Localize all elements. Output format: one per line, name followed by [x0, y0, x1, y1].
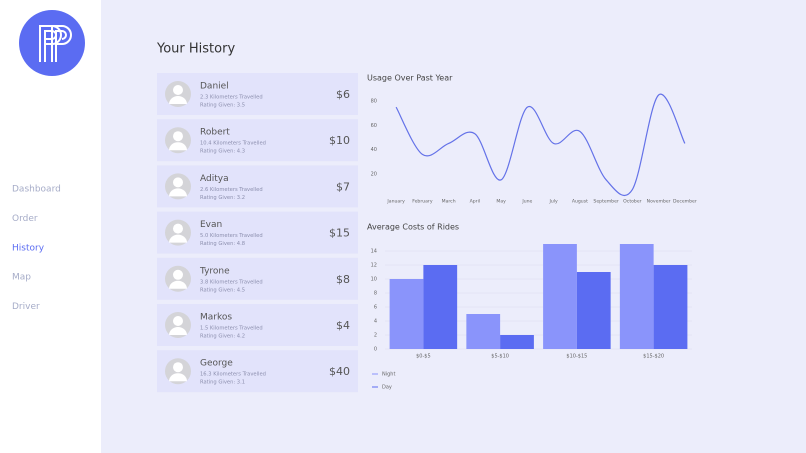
x-tick-label: August	[572, 199, 588, 205]
x-tick-label: December	[673, 199, 697, 205]
page-heading: Your History	[156, 42, 235, 57]
rating: Rating Given: 3.1	[200, 380, 245, 386]
rider-name: Robert	[200, 128, 230, 138]
bar	[389, 279, 424, 349]
y-tick-label: 8	[374, 291, 377, 297]
avatar-head	[173, 177, 183, 188]
distance: 1.5 Kilometers Travelled	[200, 326, 263, 332]
avatar-body	[169, 373, 187, 382]
x-tick-label: $0-$5	[416, 354, 431, 360]
distance: 16.3 Kilometers Travelled	[200, 372, 266, 378]
y-tick-label: 40	[371, 147, 377, 153]
chart-title: Usage Over Past Year	[367, 74, 453, 83]
logo[interactable]	[19, 10, 85, 76]
nav-item[interactable]: Map	[12, 273, 31, 283]
rider-name: Daniel	[200, 82, 229, 92]
bar	[500, 335, 534, 349]
rating: Rating Given: 4.8	[200, 241, 245, 247]
y-tick-label: 0	[374, 347, 377, 353]
x-tick-label: September	[593, 199, 619, 205]
y-tick-label: 80	[371, 99, 377, 105]
nav-item[interactable]: Order	[12, 214, 38, 224]
rider-name: Tyrone	[199, 266, 230, 276]
rider-name: Aditya	[200, 174, 229, 184]
price: $6	[336, 88, 350, 101]
usage-line	[395, 93, 686, 196]
x-tick-label: $5-$10	[491, 354, 509, 360]
x-tick-label: November	[647, 199, 671, 205]
rating: Rating Given: 3.2	[200, 195, 245, 201]
avatar-head	[173, 223, 183, 234]
x-tick-label: May	[496, 199, 506, 205]
bar	[576, 272, 611, 349]
avatar-head	[173, 316, 183, 326]
price: $8	[336, 273, 350, 286]
avatar-body	[169, 234, 187, 243]
price: $15	[329, 227, 350, 240]
rating: Rating Given: 4.3	[200, 149, 245, 155]
y-tick-label: 4	[374, 319, 377, 325]
price: $7	[336, 180, 350, 193]
y-tick-label: 14	[371, 249, 377, 255]
price: $10	[329, 134, 350, 147]
x-tick-label: October	[623, 199, 641, 205]
rider-name: Markos	[200, 313, 232, 323]
rating: Rating Given: 3.5	[200, 103, 245, 109]
legend-label: Night	[382, 372, 395, 378]
y-tick-label: 60	[371, 123, 377, 129]
x-tick-label: January	[386, 199, 405, 205]
distance: 2.3 Kilometers Travelled	[200, 95, 263, 101]
x-tick-label: April	[470, 199, 481, 205]
rating: Rating Given: 4.5	[200, 287, 245, 293]
avatar-body	[169, 142, 187, 151]
y-tick-label: 12	[371, 263, 377, 269]
x-tick-label: $10-$15	[566, 354, 587, 360]
distance: 5.0 Kilometers Travelled	[200, 233, 263, 239]
y-tick-label: 2	[374, 333, 377, 339]
nav-item[interactable]: Driver	[12, 302, 40, 312]
x-tick-label: $15-$20	[643, 354, 664, 360]
avatar-body	[169, 188, 187, 197]
rating: Rating Given: 4.2	[200, 334, 245, 340]
bar	[653, 265, 688, 349]
bar	[619, 244, 654, 349]
avatar-body	[169, 280, 187, 289]
avatar-body	[169, 327, 187, 335]
distance: 3.8 Kilometers Travelled	[200, 279, 263, 285]
y-tick-label: 6	[374, 305, 377, 311]
x-tick-label: March	[442, 199, 456, 205]
bar	[543, 244, 577, 349]
y-tick-label: 10	[371, 277, 377, 283]
x-tick-label: July	[548, 199, 558, 205]
bar	[423, 265, 458, 349]
avatar-head	[173, 362, 183, 373]
avatar-head	[173, 269, 183, 280]
y-tick-label: 20	[371, 171, 377, 177]
nav-item[interactable]: History	[12, 243, 45, 253]
x-tick-label: February	[412, 199, 433, 205]
avatar-head	[173, 85, 183, 95]
rider-name: George	[200, 359, 233, 369]
distance: 2.6 Kilometers Travelled	[200, 187, 263, 193]
nav-item[interactable]: Dashboard	[12, 185, 61, 195]
legend-label: Day	[382, 385, 392, 391]
bar	[466, 314, 501, 349]
x-tick-label: June	[521, 199, 532, 205]
distance: 10.4 Kilometers Travelled	[200, 141, 266, 147]
rider-name: Evan	[200, 220, 222, 230]
avatar-body	[169, 96, 187, 104]
avatar-head	[173, 131, 183, 142]
chart-title: Average Costs of Rides	[367, 223, 459, 232]
price: $40	[329, 365, 350, 378]
price: $4	[336, 319, 350, 332]
